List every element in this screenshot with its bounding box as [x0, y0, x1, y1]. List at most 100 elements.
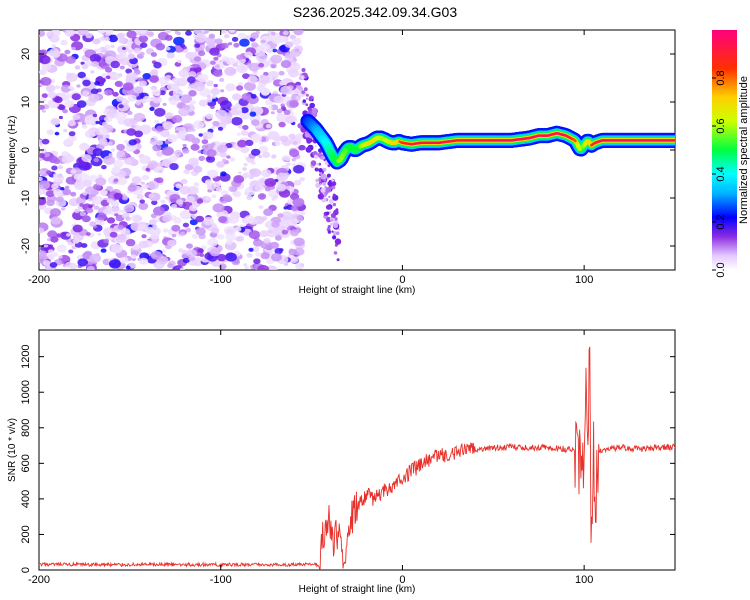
noise-speckle — [237, 171, 242, 175]
x-tick-label: -100 — [210, 574, 232, 586]
noise-speckle — [222, 56, 230, 62]
noise-speckle — [47, 35, 53, 39]
noise-speckle — [166, 52, 175, 59]
noise-speckle — [195, 67, 202, 73]
noise-speckle — [291, 158, 296, 162]
noise-speckle — [280, 106, 286, 110]
noise-speckle — [95, 120, 100, 125]
noise-speckle — [236, 63, 248, 74]
x-tick-label: -200 — [28, 574, 50, 586]
noise-speckle — [268, 105, 273, 110]
noise-speckle — [82, 191, 88, 196]
noise-speckle — [110, 44, 115, 48]
noise-speckle — [242, 167, 247, 171]
noise-speckle — [213, 83, 218, 88]
noise-speckle — [248, 230, 261, 240]
noise-speckle — [92, 148, 103, 157]
noise-speckle — [164, 75, 172, 81]
noise-speckle — [96, 134, 104, 140]
noise-speckle — [77, 71, 86, 79]
noise-speckle — [116, 33, 124, 39]
noise-speckle — [193, 81, 206, 92]
noise-speckle — [89, 253, 101, 263]
noise-speckle — [43, 244, 49, 248]
noise-speckle — [327, 225, 331, 229]
noise-speckle — [126, 30, 137, 39]
noise-speckle — [186, 243, 193, 249]
noise-speckle — [325, 204, 331, 210]
noise-speckle — [332, 202, 337, 207]
y-tick-label: 20 — [20, 48, 32, 60]
noise-speckle — [180, 94, 193, 104]
noise-speckle — [66, 233, 71, 237]
noise-speckle — [69, 262, 78, 270]
noise-speckle — [131, 124, 136, 129]
noise-speckle — [182, 257, 190, 264]
noise-speckle — [276, 108, 283, 114]
noise-speckle — [270, 63, 277, 69]
noise-speckle — [271, 154, 277, 159]
noise-speckle — [293, 164, 305, 174]
noise-speckle — [162, 228, 169, 233]
noise-speckle — [251, 148, 261, 156]
noise-speckle — [278, 248, 284, 252]
noise-speckle — [248, 62, 260, 72]
noise-speckle — [80, 61, 85, 65]
noise-speckle — [207, 238, 219, 247]
noise-speckle — [263, 71, 269, 77]
noise-speckle — [55, 196, 64, 203]
noise-speckle — [54, 131, 60, 136]
noise-speckle — [151, 200, 158, 206]
noise-speckle — [171, 224, 181, 232]
ridge-segment — [342, 148, 348, 155]
noise-speckle — [319, 183, 322, 186]
noise-speckle — [270, 241, 279, 249]
noise-speckle — [207, 41, 216, 49]
noise-speckle — [116, 143, 125, 151]
noise-speckle — [215, 186, 223, 192]
noise-speckle — [288, 133, 296, 140]
noise-speckle — [216, 253, 227, 262]
noise-speckle — [50, 236, 59, 243]
noise-speckle — [305, 93, 309, 97]
noise-speckle — [186, 195, 196, 203]
noise-speckle — [240, 107, 249, 114]
noise-speckle — [139, 155, 151, 165]
noise-speckle — [320, 173, 327, 180]
noise-speckle — [213, 56, 219, 61]
noise-speckle — [217, 126, 224, 131]
noise-speckle — [50, 118, 60, 126]
noise-speckle — [126, 128, 137, 136]
noise-speckle — [108, 34, 119, 43]
noise-speckle — [210, 105, 215, 109]
noise-speckle — [280, 85, 292, 95]
noise-speckle — [88, 174, 98, 182]
noise-speckle — [148, 193, 155, 199]
noise-speckle — [225, 83, 236, 92]
noise-speckle-layer — [39, 30, 342, 270]
noise-speckle — [131, 214, 142, 223]
noise-speckle — [295, 133, 304, 141]
noise-speckle — [150, 233, 160, 240]
noise-speckle — [247, 75, 258, 84]
noise-speckle — [147, 180, 159, 190]
noise-speckle — [104, 115, 113, 123]
noise-speckle — [210, 87, 221, 96]
noise-speckle — [148, 160, 158, 169]
y-tick-label: -20 — [20, 238, 32, 254]
noise-speckle — [283, 157, 289, 161]
noise-speckle — [178, 248, 184, 253]
noise-speckle — [90, 88, 99, 95]
colorbar-tick-label: 0.4 — [715, 166, 727, 181]
noise-speckle — [88, 93, 100, 103]
noise-speckle — [149, 75, 160, 83]
y-tick-label: 0 — [20, 567, 32, 573]
noise-speckle — [292, 197, 305, 207]
noise-speckle — [64, 100, 75, 108]
noise-speckle — [53, 189, 63, 197]
ridge-segment — [576, 143, 583, 151]
noise-speckle — [228, 186, 237, 193]
noise-speckle — [169, 99, 177, 106]
noise-speckle — [156, 125, 165, 132]
noise-speckle — [92, 113, 98, 118]
